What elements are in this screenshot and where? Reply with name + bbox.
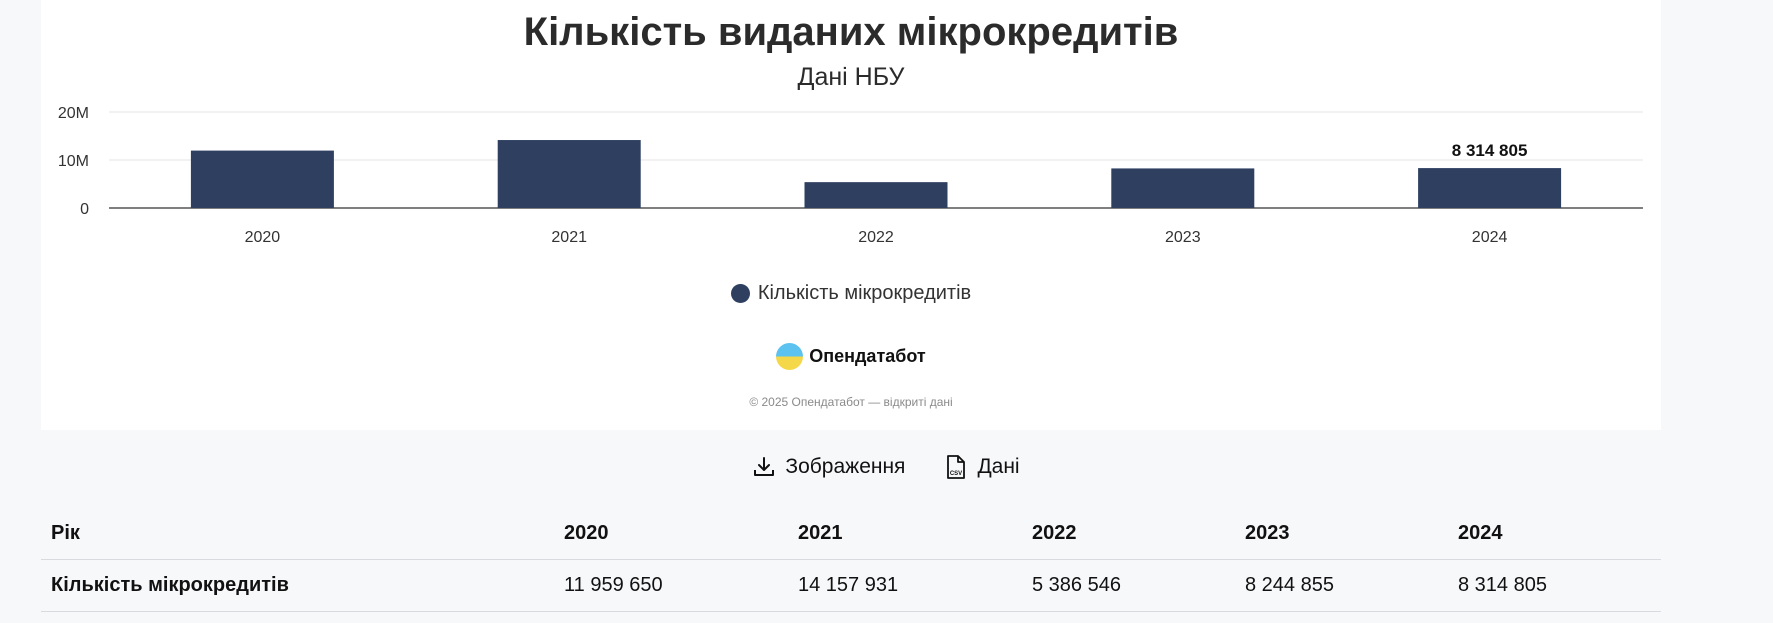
svg-text:CSV: CSV [950, 471, 962, 477]
table-header-cell: Рік [41, 508, 554, 560]
bar [804, 182, 948, 208]
table-cell: 14 157 931 [788, 559, 1022, 612]
brand-name: Опендатабот [809, 346, 926, 366]
y-tick-label: 0 [80, 201, 89, 218]
y-tick-label: 10M [58, 153, 89, 170]
table-row: Кількість мікрокредитів 11 959 650 14 15… [41, 559, 1661, 612]
data-label: 8 314 805 [1452, 141, 1528, 160]
copyright: © 2025 Опендатабот — відкриті дані [749, 395, 953, 409]
table-header-cell: 2021 [788, 508, 1022, 560]
table-cell: 8 314 805 [1448, 559, 1661, 612]
legend-swatch [730, 284, 750, 303]
x-tick-label: 2022 [858, 229, 894, 246]
bar [190, 150, 334, 208]
download-image-label: Зображення [785, 455, 906, 478]
brand-logo-icon [776, 343, 804, 370]
table-cell: 11 959 650 [554, 559, 788, 612]
table-header-row: Рік 2020 2021 2022 2023 2024 [41, 508, 1661, 560]
chart-legend[interactable]: Кількість мікрокредитів [41, 282, 1661, 305]
x-tick-label: 2021 [551, 229, 587, 246]
y-tick-label: 20M [58, 105, 89, 122]
download-data-button[interactable]: CSV Дані [945, 455, 1020, 479]
download-image-button[interactable]: Зображення [753, 455, 905, 479]
x-tick-label: 2020 [245, 229, 281, 246]
download-data-label: Дані [977, 455, 1020, 478]
chart-card: Кількість виданих мікрокредитів Дані НБУ… [41, 0, 1661, 430]
download-actions: Зображення CSV Дані [0, 455, 1773, 479]
legend-label: Кількість мікрокредитів [757, 282, 972, 304]
bar [1418, 168, 1562, 208]
download-icon [754, 457, 775, 476]
table-header-cell: 2024 [1448, 508, 1661, 560]
chart-title: Кількість виданих мікрокредитів [523, 10, 1179, 54]
table-cell: 5 386 546 [1022, 559, 1235, 612]
table-header-cell: 2020 [554, 508, 788, 560]
brand: Опендатабот [41, 343, 1661, 370]
bar [1111, 168, 1255, 208]
table-cell-label: Кількість мікрокредитів [41, 559, 554, 612]
bar [497, 140, 641, 208]
bar-chart: 0 10M 20M 2020 2021 2022 2023 2024 8 314 805 [58, 105, 1643, 246]
data-table: Рік 2020 2021 2022 2023 2024 Кількість м… [41, 508, 1661, 612]
chart-subtitle: Дані НБУ [797, 63, 905, 91]
x-tick-label: 2023 [1165, 229, 1201, 246]
table-cell: 8 244 855 [1235, 559, 1448, 612]
table-header-cell: 2023 [1235, 508, 1448, 560]
table-header-cell: 2022 [1022, 508, 1235, 560]
x-tick-label: 2024 [1472, 229, 1508, 246]
csv-file-icon: CSV [947, 455, 966, 479]
